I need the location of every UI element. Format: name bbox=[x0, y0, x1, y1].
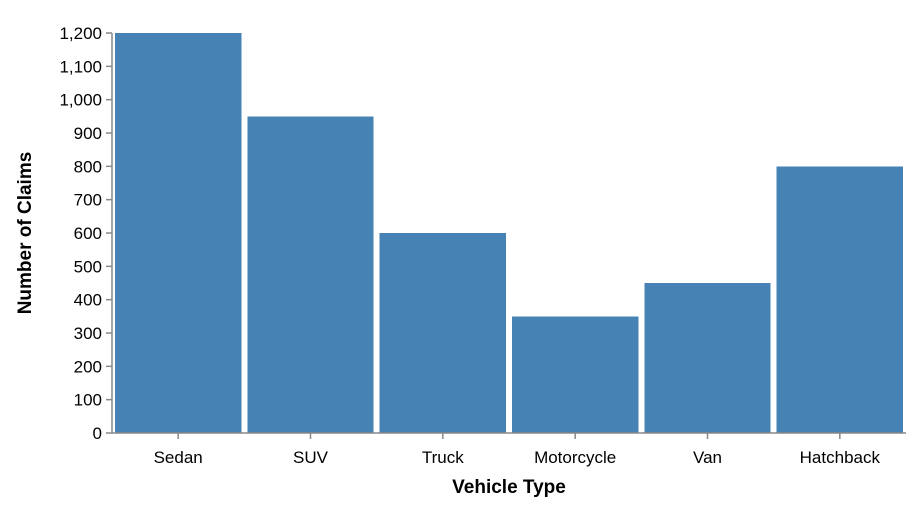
bar-hatchback bbox=[776, 166, 903, 434]
bar-motorcycle bbox=[512, 316, 639, 433]
y-tick-label: 100 bbox=[74, 391, 102, 410]
y-tick-label: 400 bbox=[74, 291, 102, 310]
y-tick-label: 700 bbox=[74, 191, 102, 210]
bar-truck bbox=[379, 233, 506, 433]
x-tick-label: Truck bbox=[422, 448, 464, 467]
y-tick-label: 200 bbox=[74, 357, 102, 376]
y-tick-label: 900 bbox=[74, 124, 102, 143]
bar-suv bbox=[247, 116, 374, 433]
x-tick-label: Motorcycle bbox=[534, 448, 616, 467]
x-tick-label: Hatchback bbox=[800, 448, 881, 467]
bar-van bbox=[644, 283, 771, 433]
y-tick-label: 800 bbox=[74, 157, 102, 176]
y-tick-label: 500 bbox=[74, 257, 102, 276]
y-tick-label: 300 bbox=[74, 324, 102, 343]
y-axis: 0 100 200 300 400 500 600 700 800 900 1,000 1,100 1,… bbox=[59, 24, 113, 443]
x-axis: Sedan SUV Truck Motorcycle Van Hatchback bbox=[112, 432, 906, 467]
y-axis-title: Number of Claims bbox=[15, 152, 36, 315]
bar-sedan bbox=[115, 33, 242, 433]
y-tick-label: 1,100 bbox=[59, 57, 102, 76]
x-tick-label: Van bbox=[693, 448, 722, 467]
x-tick-label: Sedan bbox=[154, 448, 203, 467]
x-axis-title: Vehicle Type bbox=[452, 477, 566, 498]
y-tick-label: 1,000 bbox=[59, 91, 102, 110]
x-tick-label: SUV bbox=[293, 448, 329, 467]
y-tick-label: 1,200 bbox=[59, 24, 102, 43]
bars-layer bbox=[115, 33, 903, 434]
y-tick-label: 600 bbox=[74, 224, 102, 243]
y-tick-label: 0 bbox=[93, 424, 102, 443]
